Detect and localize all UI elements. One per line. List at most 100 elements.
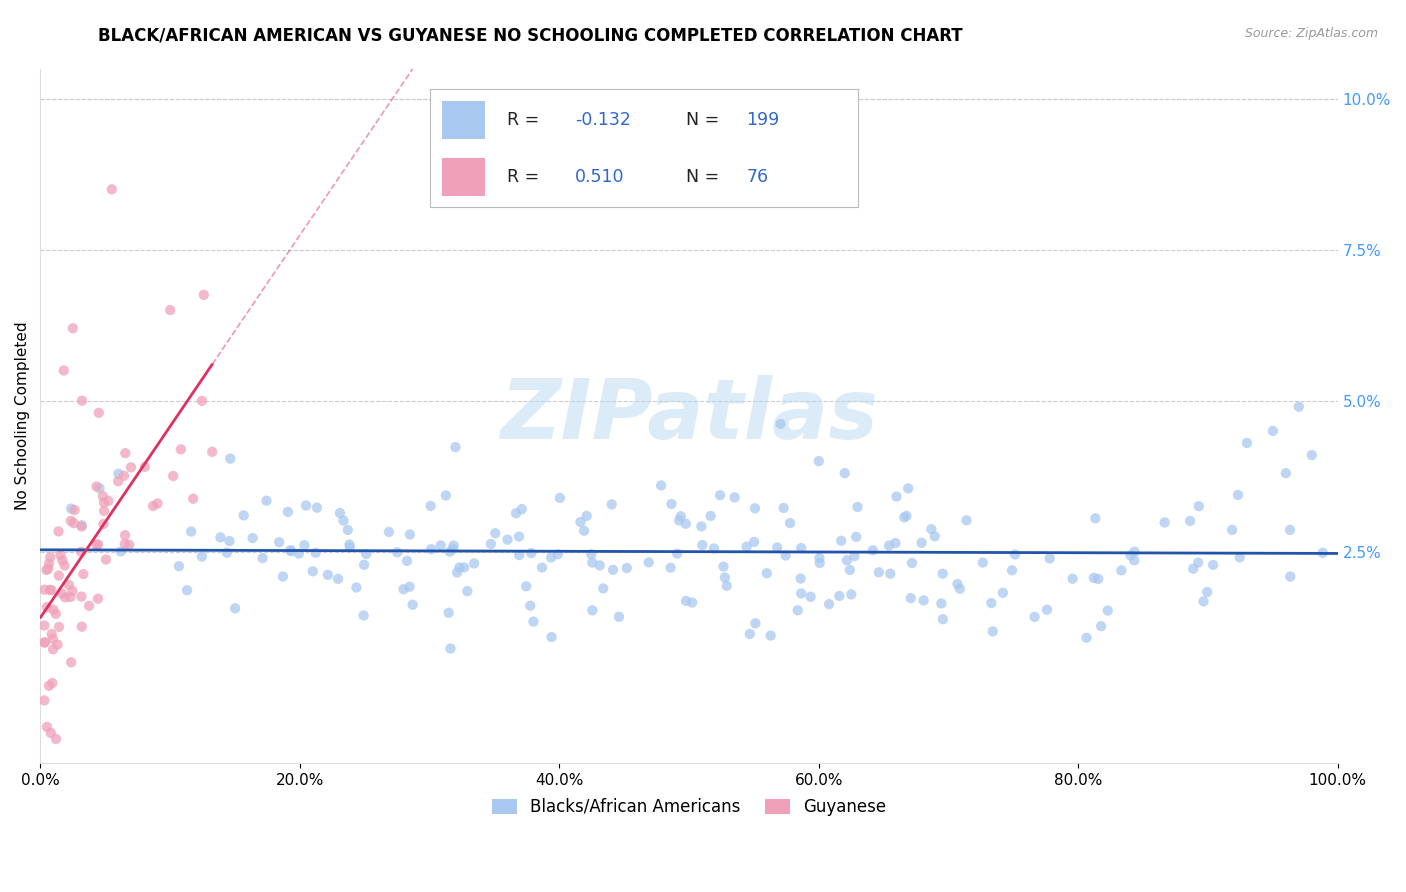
- Point: [669, 509, 692, 524]
- Point: [167, 559, 190, 574]
- Point: [305, 500, 328, 515]
- Point: [690, 519, 713, 533]
- Y-axis label: No Schooling Completed: No Schooling Completed: [15, 321, 30, 510]
- Point: [46, 638, 69, 652]
- Point: [134, 459, 156, 474]
- Point: [742, 535, 765, 549]
- Point: [790, 586, 813, 600]
- Point: [868, 566, 890, 580]
- Point: [1178, 514, 1201, 528]
- Point: [62, 321, 84, 335]
- Point: [35, 600, 58, 615]
- Point: [828, 589, 851, 603]
- Point: [1087, 572, 1109, 586]
- Point: [1153, 516, 1175, 530]
- Point: [600, 497, 623, 511]
- Point: [910, 535, 932, 549]
- Point: [839, 587, 862, 601]
- Point: [72, 567, 94, 582]
- Point: [48, 568, 70, 582]
- Point: [224, 601, 246, 615]
- Point: [70, 518, 93, 533]
- Point: [744, 616, 766, 631]
- Point: [110, 544, 132, 558]
- Point: [439, 641, 461, 656]
- Point: [51, 553, 73, 567]
- Point: [699, 508, 721, 523]
- Point: [479, 537, 502, 551]
- Point: [1226, 488, 1249, 502]
- Point: [93, 495, 115, 509]
- Point: [991, 586, 1014, 600]
- Point: [1278, 523, 1301, 537]
- Point: [714, 570, 737, 584]
- Point: [575, 508, 598, 523]
- Point: [42, 602, 65, 616]
- Point: [114, 528, 136, 542]
- Point: [789, 572, 811, 586]
- Point: [120, 460, 142, 475]
- Point: [419, 499, 441, 513]
- Point: [510, 502, 533, 516]
- Point: [703, 541, 725, 556]
- Point: [1123, 544, 1146, 558]
- Point: [1062, 572, 1084, 586]
- Point: [1197, 585, 1219, 599]
- Point: [41, 627, 63, 641]
- Point: [60, 501, 83, 516]
- Point: [339, 537, 361, 551]
- Point: [980, 596, 1002, 610]
- Point: [70, 393, 93, 408]
- Point: [879, 566, 901, 581]
- Point: [70, 590, 93, 604]
- Point: [439, 544, 461, 558]
- Point: [70, 519, 93, 533]
- Point: [807, 454, 830, 468]
- Point: [581, 556, 603, 570]
- Point: [1236, 436, 1258, 450]
- Point: [1083, 571, 1105, 585]
- Point: [1024, 610, 1046, 624]
- Point: [93, 516, 115, 531]
- Point: [87, 591, 110, 606]
- Point: [946, 577, 969, 591]
- Point: [1192, 594, 1215, 608]
- Point: [280, 543, 302, 558]
- Point: [35, 720, 58, 734]
- Point: [112, 468, 135, 483]
- Point: [515, 579, 537, 593]
- Point: [86, 538, 108, 552]
- Point: [900, 591, 922, 606]
- Point: [931, 596, 953, 610]
- Point: [1039, 551, 1062, 566]
- Point: [508, 548, 530, 562]
- Point: [692, 538, 714, 552]
- Point: [326, 572, 349, 586]
- Point: [38, 582, 60, 597]
- Point: [39, 726, 62, 740]
- Point: [45, 607, 67, 621]
- Point: [277, 505, 299, 519]
- Point: [399, 527, 422, 541]
- Legend: Blacks/African Americans, Guyanese: Blacks/African Americans, Guyanese: [484, 789, 896, 824]
- Point: [37, 562, 59, 576]
- Point: [449, 560, 471, 574]
- Point: [581, 547, 603, 561]
- Point: [437, 606, 460, 620]
- Point: [53, 558, 76, 573]
- Point: [659, 560, 682, 574]
- Point: [378, 524, 401, 539]
- Point: [316, 567, 339, 582]
- Point: [1004, 548, 1026, 562]
- Point: [336, 523, 359, 537]
- Point: [775, 549, 797, 563]
- Point: [931, 566, 953, 581]
- Point: [602, 563, 624, 577]
- Point: [304, 546, 326, 560]
- Point: [62, 516, 84, 530]
- Point: [661, 497, 683, 511]
- Point: [713, 559, 735, 574]
- Point: [675, 516, 697, 531]
- Point: [107, 467, 129, 481]
- Point: [1261, 424, 1284, 438]
